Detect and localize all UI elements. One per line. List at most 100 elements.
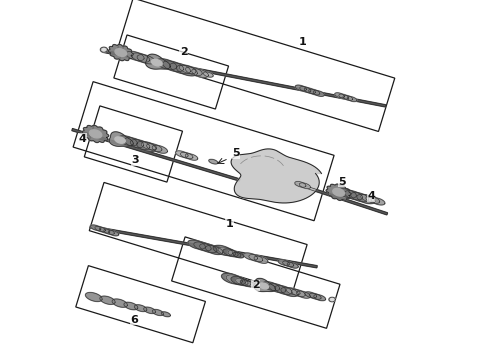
Polygon shape bbox=[188, 240, 205, 249]
Polygon shape bbox=[108, 230, 119, 236]
Polygon shape bbox=[194, 242, 211, 251]
Text: 4: 4 bbox=[367, 191, 375, 201]
Polygon shape bbox=[192, 69, 208, 77]
Polygon shape bbox=[137, 141, 156, 152]
Polygon shape bbox=[295, 181, 306, 187]
Polygon shape bbox=[185, 154, 198, 160]
Text: 1: 1 bbox=[226, 219, 234, 229]
Polygon shape bbox=[254, 256, 268, 263]
Polygon shape bbox=[152, 310, 164, 315]
Polygon shape bbox=[347, 96, 357, 102]
Polygon shape bbox=[309, 293, 321, 299]
Polygon shape bbox=[313, 91, 324, 96]
Polygon shape bbox=[134, 305, 147, 311]
Polygon shape bbox=[300, 86, 311, 92]
Polygon shape bbox=[213, 246, 233, 255]
Text: 2: 2 bbox=[252, 280, 260, 290]
Polygon shape bbox=[254, 278, 276, 292]
Polygon shape bbox=[186, 67, 202, 76]
Polygon shape bbox=[295, 183, 388, 215]
Polygon shape bbox=[144, 307, 155, 314]
Polygon shape bbox=[295, 85, 306, 91]
Text: 1: 1 bbox=[299, 37, 306, 48]
Polygon shape bbox=[231, 149, 321, 203]
Polygon shape bbox=[314, 294, 325, 301]
Polygon shape bbox=[95, 226, 105, 232]
Polygon shape bbox=[124, 302, 138, 310]
Polygon shape bbox=[241, 280, 254, 287]
Text: 2: 2 bbox=[180, 47, 188, 57]
Polygon shape bbox=[137, 55, 155, 64]
Polygon shape bbox=[203, 72, 213, 77]
Polygon shape bbox=[102, 49, 105, 51]
Polygon shape bbox=[91, 225, 101, 230]
Polygon shape bbox=[90, 226, 317, 268]
Polygon shape bbox=[161, 312, 171, 317]
Polygon shape bbox=[109, 132, 133, 146]
Text: 3: 3 bbox=[131, 155, 139, 165]
Polygon shape bbox=[269, 284, 286, 293]
Polygon shape bbox=[329, 297, 335, 302]
Polygon shape bbox=[228, 251, 241, 257]
Polygon shape bbox=[338, 189, 356, 198]
Polygon shape bbox=[175, 151, 188, 157]
Polygon shape bbox=[82, 125, 109, 143]
Polygon shape bbox=[146, 54, 171, 69]
Polygon shape bbox=[218, 247, 235, 256]
Polygon shape bbox=[357, 194, 375, 204]
Polygon shape bbox=[283, 261, 294, 267]
Polygon shape bbox=[104, 229, 114, 234]
Polygon shape bbox=[132, 53, 149, 62]
Polygon shape bbox=[262, 282, 280, 291]
Polygon shape bbox=[371, 198, 385, 205]
Polygon shape bbox=[176, 65, 197, 76]
Polygon shape bbox=[152, 145, 168, 153]
Polygon shape bbox=[100, 296, 115, 304]
Polygon shape bbox=[85, 293, 102, 301]
Polygon shape bbox=[244, 253, 258, 260]
Polygon shape bbox=[180, 152, 193, 159]
Polygon shape bbox=[292, 289, 305, 297]
Polygon shape bbox=[275, 285, 292, 294]
Polygon shape bbox=[344, 190, 363, 200]
Polygon shape bbox=[333, 188, 344, 196]
Polygon shape bbox=[309, 89, 320, 95]
Polygon shape bbox=[326, 184, 351, 201]
Polygon shape bbox=[170, 63, 191, 74]
Polygon shape bbox=[147, 144, 162, 152]
Polygon shape bbox=[287, 262, 298, 268]
Polygon shape bbox=[199, 244, 217, 253]
Polygon shape bbox=[99, 228, 110, 233]
Polygon shape bbox=[226, 275, 245, 285]
Polygon shape bbox=[102, 50, 386, 107]
Polygon shape bbox=[304, 88, 316, 94]
Polygon shape bbox=[361, 195, 374, 202]
Polygon shape bbox=[231, 276, 248, 285]
Polygon shape bbox=[259, 283, 269, 289]
Polygon shape bbox=[305, 292, 317, 298]
Polygon shape bbox=[163, 61, 184, 72]
Polygon shape bbox=[115, 49, 126, 57]
Polygon shape bbox=[236, 278, 251, 286]
Polygon shape bbox=[245, 282, 257, 287]
Polygon shape bbox=[205, 246, 223, 255]
Polygon shape bbox=[278, 260, 289, 265]
Polygon shape bbox=[179, 65, 196, 74]
Polygon shape bbox=[209, 159, 218, 164]
Polygon shape bbox=[296, 291, 310, 298]
Polygon shape bbox=[223, 249, 238, 257]
Polygon shape bbox=[233, 252, 244, 258]
Polygon shape bbox=[331, 298, 334, 301]
Polygon shape bbox=[221, 273, 243, 284]
Polygon shape bbox=[335, 93, 344, 98]
Polygon shape bbox=[286, 288, 300, 295]
Polygon shape bbox=[100, 47, 107, 52]
Polygon shape bbox=[366, 196, 380, 203]
Polygon shape bbox=[249, 255, 263, 262]
Polygon shape bbox=[281, 287, 298, 296]
Polygon shape bbox=[72, 129, 240, 181]
Polygon shape bbox=[343, 95, 353, 100]
Polygon shape bbox=[115, 137, 125, 143]
Polygon shape bbox=[156, 59, 177, 69]
Polygon shape bbox=[90, 130, 102, 138]
